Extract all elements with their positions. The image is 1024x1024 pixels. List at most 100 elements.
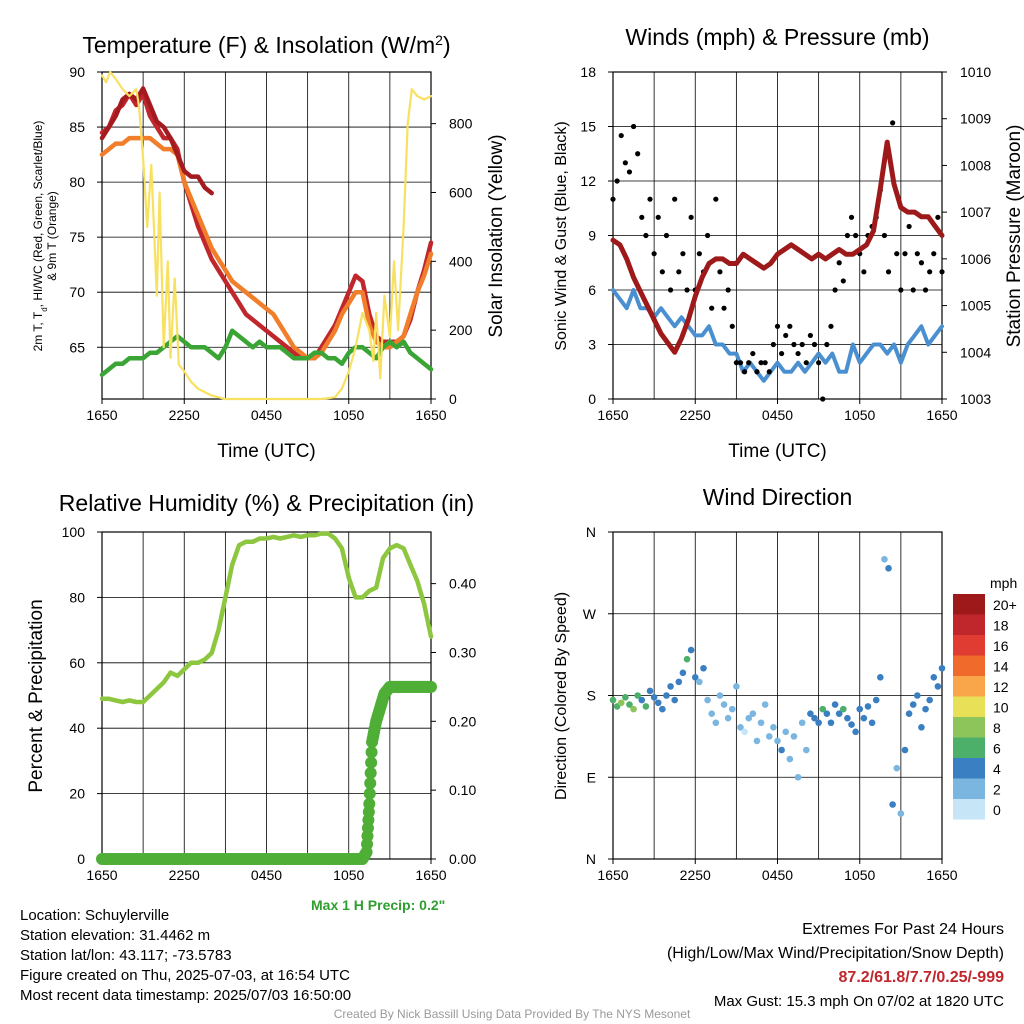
pressure-line	[610, 139, 945, 355]
y-right-tick-label: 1007	[960, 204, 991, 220]
gust-point	[680, 251, 686, 257]
colorbar-swatch	[953, 737, 985, 758]
y-right-tick-label: 0.20	[449, 713, 476, 729]
colorbar-label: 10	[993, 700, 1009, 716]
direction-point	[683, 655, 691, 663]
direction-point	[782, 728, 790, 736]
y-tick-label: N	[586, 851, 596, 867]
y-right-axis-label: Solar Insolation (Yellow)	[486, 134, 507, 337]
gust-point	[742, 369, 748, 375]
x-tick-label: 1050	[333, 867, 364, 883]
y-right-tick-label: 1008	[960, 157, 991, 173]
y-axis-label: Sonic Wind & Gust (Blue, Black)	[553, 121, 570, 350]
y-tick-label: 0	[588, 391, 596, 407]
gust-point	[783, 332, 789, 339]
direction-point	[671, 696, 678, 704]
colorbar-swatch	[953, 799, 985, 820]
gust-point	[836, 260, 842, 266]
gust-point	[795, 350, 801, 357]
gust-point	[853, 232, 859, 239]
direction-point	[650, 694, 658, 701]
direction-point	[831, 701, 839, 708]
direction-point	[864, 703, 872, 710]
y-tick-label: N	[586, 524, 596, 540]
series-line	[99, 135, 434, 361]
direction-point	[761, 701, 769, 708]
gust-point	[803, 360, 809, 366]
direction-point	[654, 699, 662, 707]
x-tick-label: 1650	[926, 407, 957, 423]
series-line	[100, 70, 433, 401]
x-axis-label: Time (UTC)	[217, 441, 316, 462]
gust-point	[922, 287, 929, 293]
direction-point	[844, 714, 851, 722]
y-tick-label: 65	[69, 339, 85, 355]
y-tick-label: E	[587, 769, 596, 785]
direction-point	[778, 746, 785, 754]
x-tick-label: 0450	[251, 867, 282, 883]
y-axis-label: 2m T, Td, HI/WC (Red, Green, Scarlet/Blu…	[31, 121, 49, 352]
colorbar-label: 0	[993, 802, 1001, 818]
gust-point	[746, 360, 752, 366]
gust-point	[861, 269, 867, 275]
direction-point	[753, 737, 761, 745]
wind-line	[611, 288, 944, 383]
gust-point	[762, 360, 768, 366]
y-right-tick-label: 1004	[960, 344, 991, 360]
y-right-tick-label: 0	[449, 391, 457, 407]
series-line	[99, 328, 434, 378]
y-tick-label: 60	[69, 655, 85, 671]
gust-point	[647, 196, 653, 202]
gust-point	[709, 305, 715, 311]
gust-point	[721, 305, 727, 311]
gust-point	[622, 160, 628, 166]
direction-point	[823, 710, 831, 717]
y-tick-label: 40	[69, 720, 85, 736]
credit-text: Created By Nick Bassill Using Data Provi…	[333, 1007, 691, 1021]
direction-point	[724, 714, 732, 722]
x-tick-label: 2250	[680, 407, 711, 423]
direction-point	[893, 764, 901, 772]
direction-point	[905, 710, 913, 717]
direction-point	[770, 723, 777, 731]
colorbar-swatch	[953, 717, 985, 738]
precip-point	[365, 746, 378, 759]
direction-point	[885, 565, 892, 572]
colorbar-swatch	[953, 696, 985, 717]
direction-point	[646, 687, 654, 695]
gust-point	[684, 287, 690, 293]
direction-point	[877, 674, 884, 681]
direction-point	[659, 705, 666, 713]
precip-point	[365, 756, 378, 769]
y-tick-label: 3	[588, 337, 596, 353]
gust-point	[737, 360, 744, 366]
gust-point	[766, 369, 772, 375]
gust-point	[824, 341, 830, 348]
gust-point	[626, 169, 633, 175]
precip-point	[425, 680, 437, 693]
latlon-text: Station lat/lon: 43.117; -73.5783	[20, 947, 232, 964]
direction-point	[840, 705, 847, 713]
y-right-axis-label: Station Pressure (Maroon)	[1004, 125, 1024, 348]
gust-point	[688, 214, 694, 220]
direction-point	[901, 746, 909, 754]
y-tick-label: 20	[69, 786, 85, 802]
direction-point	[802, 746, 810, 754]
y-right-tick-label: 400	[449, 253, 473, 269]
direction-point	[827, 719, 835, 727]
direction-point	[745, 714, 753, 722]
gust-point	[902, 251, 908, 257]
colorbar-swatch	[953, 614, 985, 635]
direction-point	[938, 664, 946, 672]
y-right-tick-label: 0.30	[449, 644, 476, 660]
y-right-tick-label: 0.40	[449, 576, 476, 592]
gust-point	[890, 120, 896, 126]
gust-point	[696, 251, 702, 257]
x-tick-label: 1650	[597, 407, 628, 423]
colorbar-label: 2	[993, 782, 1001, 798]
gust-point	[655, 214, 661, 220]
gust-point	[844, 232, 851, 239]
gust-point	[635, 151, 641, 157]
gust-point	[713, 196, 719, 202]
